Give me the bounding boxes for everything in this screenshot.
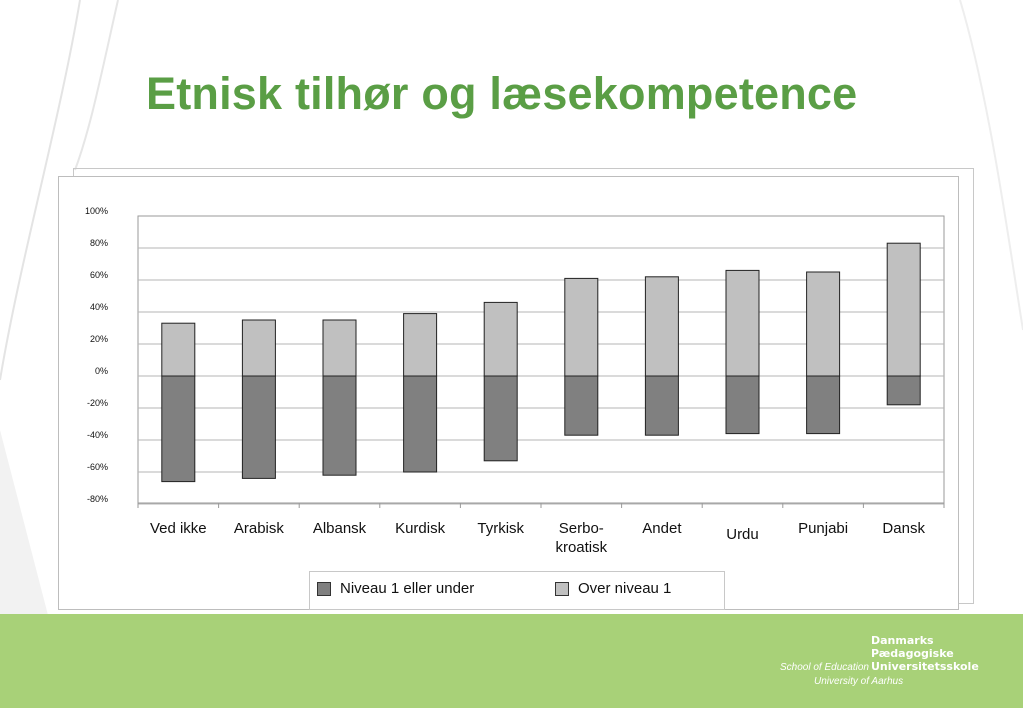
y-tick-label: 80% xyxy=(90,238,108,248)
x-category-label: Kurdisk xyxy=(395,520,446,537)
bar-below-niveau xyxy=(564,375,599,436)
bar-below-niveau xyxy=(806,375,841,435)
bar-above-niveau xyxy=(644,276,679,377)
x-category-label: Tyrkisk xyxy=(477,520,524,537)
y-tick-label: 0% xyxy=(95,366,108,376)
logo-name-line: Danmarks xyxy=(871,634,934,647)
x-category-label: Andet xyxy=(642,520,682,537)
x-category-label: Ved ikke xyxy=(150,520,207,537)
y-tick-label: 40% xyxy=(90,302,108,312)
x-category-label: Urdu xyxy=(726,526,759,543)
logo-school: School of Education xyxy=(780,662,869,673)
y-tick-label: 100% xyxy=(85,206,108,216)
y-tick-label: -60% xyxy=(87,462,108,472)
bar-below-niveau xyxy=(322,375,357,476)
bar-below-niveau xyxy=(886,375,921,406)
bar-above-niveau xyxy=(322,319,357,377)
bar-above-niveau xyxy=(725,269,760,377)
bar-below-niveau xyxy=(644,375,679,436)
legend-swatch-above xyxy=(555,581,569,596)
legend-item-above: Over niveau 1 xyxy=(555,580,671,597)
legend-swatch-below xyxy=(317,581,331,596)
bar-above-niveau xyxy=(483,301,518,377)
x-category-label: Dansk xyxy=(882,520,925,537)
bar-above-niveau xyxy=(241,319,276,377)
logo-university: University of Aarhus xyxy=(814,676,904,687)
bar-above-niveau xyxy=(161,322,196,377)
logo-name-line: Universitetsskole xyxy=(871,660,979,673)
legend-label-below: Niveau 1 eller under xyxy=(340,580,475,597)
bar-above-niveau xyxy=(886,242,921,377)
logo-name: Danmarks Pædagogiske Universitetsskole xyxy=(871,634,979,673)
x-category-label: Arabisk xyxy=(234,520,285,537)
bar-below-niveau xyxy=(725,375,760,435)
x-category-label: Punjabi xyxy=(798,520,848,537)
logo-name-line: Pædagogiske xyxy=(871,647,954,660)
y-tick-label: 60% xyxy=(90,270,108,280)
y-tick-label: -40% xyxy=(87,430,108,440)
x-category-label: Albansk xyxy=(313,520,367,537)
y-tick-label: -20% xyxy=(87,398,108,408)
bar-below-niveau xyxy=(241,375,276,479)
bar-above-niveau xyxy=(806,271,841,377)
bar-below-niveau xyxy=(403,375,438,473)
bar-below-niveau xyxy=(161,375,196,483)
legend-item-below: Niveau 1 eller under xyxy=(317,580,474,597)
legend-label-above: Over niveau 1 xyxy=(578,580,672,597)
x-category-label: Serbo- xyxy=(559,520,604,537)
bar-above-niveau xyxy=(403,313,438,377)
chart-legend: Niveau 1 eller under Over niveau 1 xyxy=(309,571,725,610)
x-category-label: kroatisk xyxy=(555,539,607,556)
y-tick-label: -80% xyxy=(87,494,108,504)
footer-band xyxy=(0,614,1023,708)
slide-title: Etnisk tilhør og læsekompetence xyxy=(146,68,858,119)
bar-below-niveau xyxy=(483,375,518,462)
bar-above-niveau xyxy=(564,277,599,377)
y-tick-label: 20% xyxy=(90,334,108,344)
